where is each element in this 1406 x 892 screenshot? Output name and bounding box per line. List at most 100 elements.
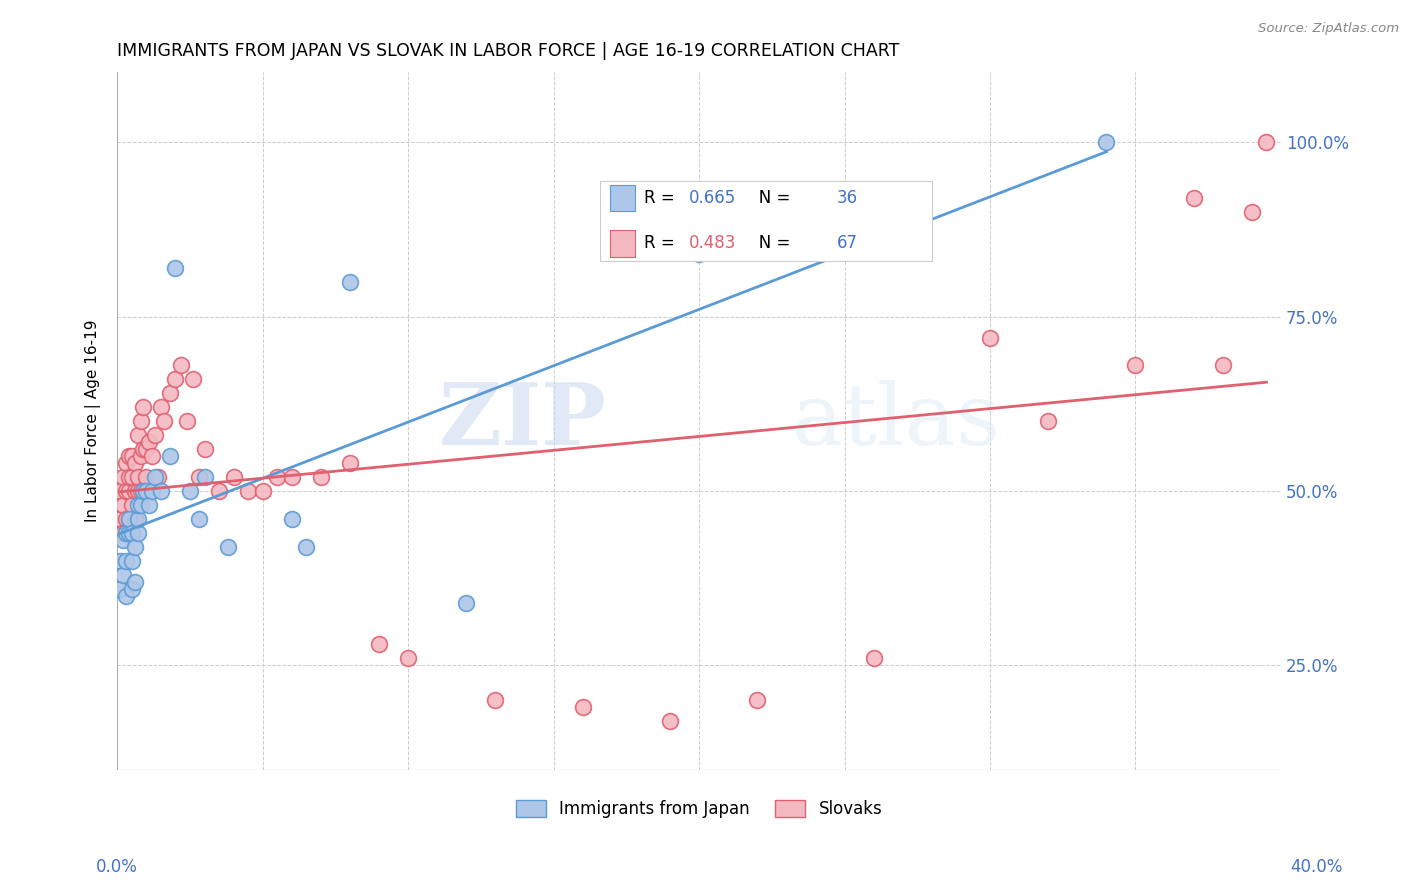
Text: N =: N = bbox=[744, 189, 796, 207]
Point bbox=[208, 483, 231, 498]
Point bbox=[127, 428, 149, 442]
Point bbox=[181, 372, 204, 386]
Point bbox=[193, 442, 215, 456]
Point bbox=[129, 483, 152, 498]
Bar bbox=[610, 230, 636, 257]
Point bbox=[112, 498, 135, 512]
Text: ZIP: ZIP bbox=[439, 379, 606, 463]
Point bbox=[193, 470, 215, 484]
Point bbox=[138, 435, 160, 450]
Y-axis label: In Labor Force | Age 16-19: In Labor Force | Age 16-19 bbox=[86, 320, 101, 523]
Point bbox=[118, 512, 141, 526]
Point bbox=[222, 470, 245, 484]
Text: IMMIGRANTS FROM JAPAN VS SLOVAK IN LABOR FORCE | AGE 16-19 CORRELATION CHART: IMMIGRANTS FROM JAPAN VS SLOVAK IN LABOR… bbox=[117, 42, 900, 60]
Point bbox=[135, 442, 157, 456]
Point bbox=[127, 483, 149, 498]
Point bbox=[456, 596, 478, 610]
Point bbox=[217, 540, 239, 554]
Point bbox=[187, 512, 209, 526]
Point bbox=[121, 498, 143, 512]
Point bbox=[165, 372, 187, 386]
Point bbox=[108, 512, 131, 526]
Point bbox=[153, 414, 176, 428]
Point bbox=[118, 483, 141, 498]
Point bbox=[129, 498, 152, 512]
Point bbox=[135, 470, 157, 484]
Point bbox=[979, 330, 1001, 344]
Point bbox=[118, 449, 141, 463]
Point bbox=[1038, 414, 1060, 428]
FancyBboxPatch shape bbox=[600, 180, 932, 260]
Point bbox=[484, 693, 506, 707]
Point bbox=[112, 567, 135, 582]
Point bbox=[138, 498, 160, 512]
Point bbox=[132, 483, 155, 498]
Point bbox=[115, 456, 138, 470]
Point bbox=[266, 470, 288, 484]
Point bbox=[143, 470, 166, 484]
Bar bbox=[610, 185, 636, 211]
Point bbox=[1095, 135, 1118, 149]
Text: 36: 36 bbox=[837, 189, 858, 207]
Point bbox=[118, 525, 141, 540]
Point bbox=[108, 525, 131, 540]
Point bbox=[165, 260, 187, 275]
Point bbox=[112, 533, 135, 547]
Point bbox=[571, 700, 593, 714]
Point bbox=[115, 525, 138, 540]
Point bbox=[115, 483, 138, 498]
Point bbox=[108, 554, 131, 568]
Text: R =: R = bbox=[644, 235, 681, 252]
Point bbox=[862, 651, 884, 665]
Point bbox=[688, 247, 710, 261]
Point bbox=[1125, 359, 1147, 373]
Point bbox=[295, 540, 318, 554]
Point bbox=[309, 470, 332, 484]
Point bbox=[1212, 359, 1234, 373]
Point bbox=[396, 651, 419, 665]
Point bbox=[368, 637, 391, 651]
Point bbox=[159, 449, 181, 463]
Legend: Immigrants from Japan, Slovaks: Immigrants from Japan, Slovaks bbox=[509, 793, 889, 824]
Point bbox=[108, 582, 131, 596]
Point bbox=[121, 525, 143, 540]
Text: atlas: atlas bbox=[792, 380, 1001, 463]
Point bbox=[252, 483, 274, 498]
Point bbox=[124, 512, 146, 526]
Point bbox=[146, 470, 169, 484]
Point bbox=[124, 483, 146, 498]
Point bbox=[121, 449, 143, 463]
Point bbox=[124, 540, 146, 554]
Point bbox=[1182, 191, 1205, 205]
Point bbox=[129, 449, 152, 463]
Point bbox=[118, 512, 141, 526]
Text: 0.0%: 0.0% bbox=[96, 858, 138, 876]
Point bbox=[149, 483, 172, 498]
Point bbox=[176, 414, 198, 428]
Point bbox=[143, 428, 166, 442]
Point bbox=[115, 512, 138, 526]
Point bbox=[124, 456, 146, 470]
Point bbox=[112, 470, 135, 484]
Text: R =: R = bbox=[644, 189, 681, 207]
Text: Source: ZipAtlas.com: Source: ZipAtlas.com bbox=[1258, 22, 1399, 36]
Point bbox=[1256, 135, 1278, 149]
Point bbox=[121, 582, 143, 596]
Point bbox=[118, 525, 141, 540]
Point bbox=[115, 554, 138, 568]
Point bbox=[339, 456, 361, 470]
Point bbox=[747, 693, 769, 707]
Point bbox=[121, 470, 143, 484]
Point bbox=[1240, 205, 1263, 219]
Point bbox=[127, 470, 149, 484]
Point bbox=[179, 483, 201, 498]
Point bbox=[187, 470, 209, 484]
Point bbox=[281, 512, 304, 526]
Point bbox=[132, 401, 155, 415]
Text: 0.665: 0.665 bbox=[689, 189, 735, 207]
Text: N =: N = bbox=[744, 235, 796, 252]
Point bbox=[238, 483, 260, 498]
Point bbox=[118, 470, 141, 484]
Point bbox=[141, 483, 163, 498]
Point bbox=[121, 525, 143, 540]
